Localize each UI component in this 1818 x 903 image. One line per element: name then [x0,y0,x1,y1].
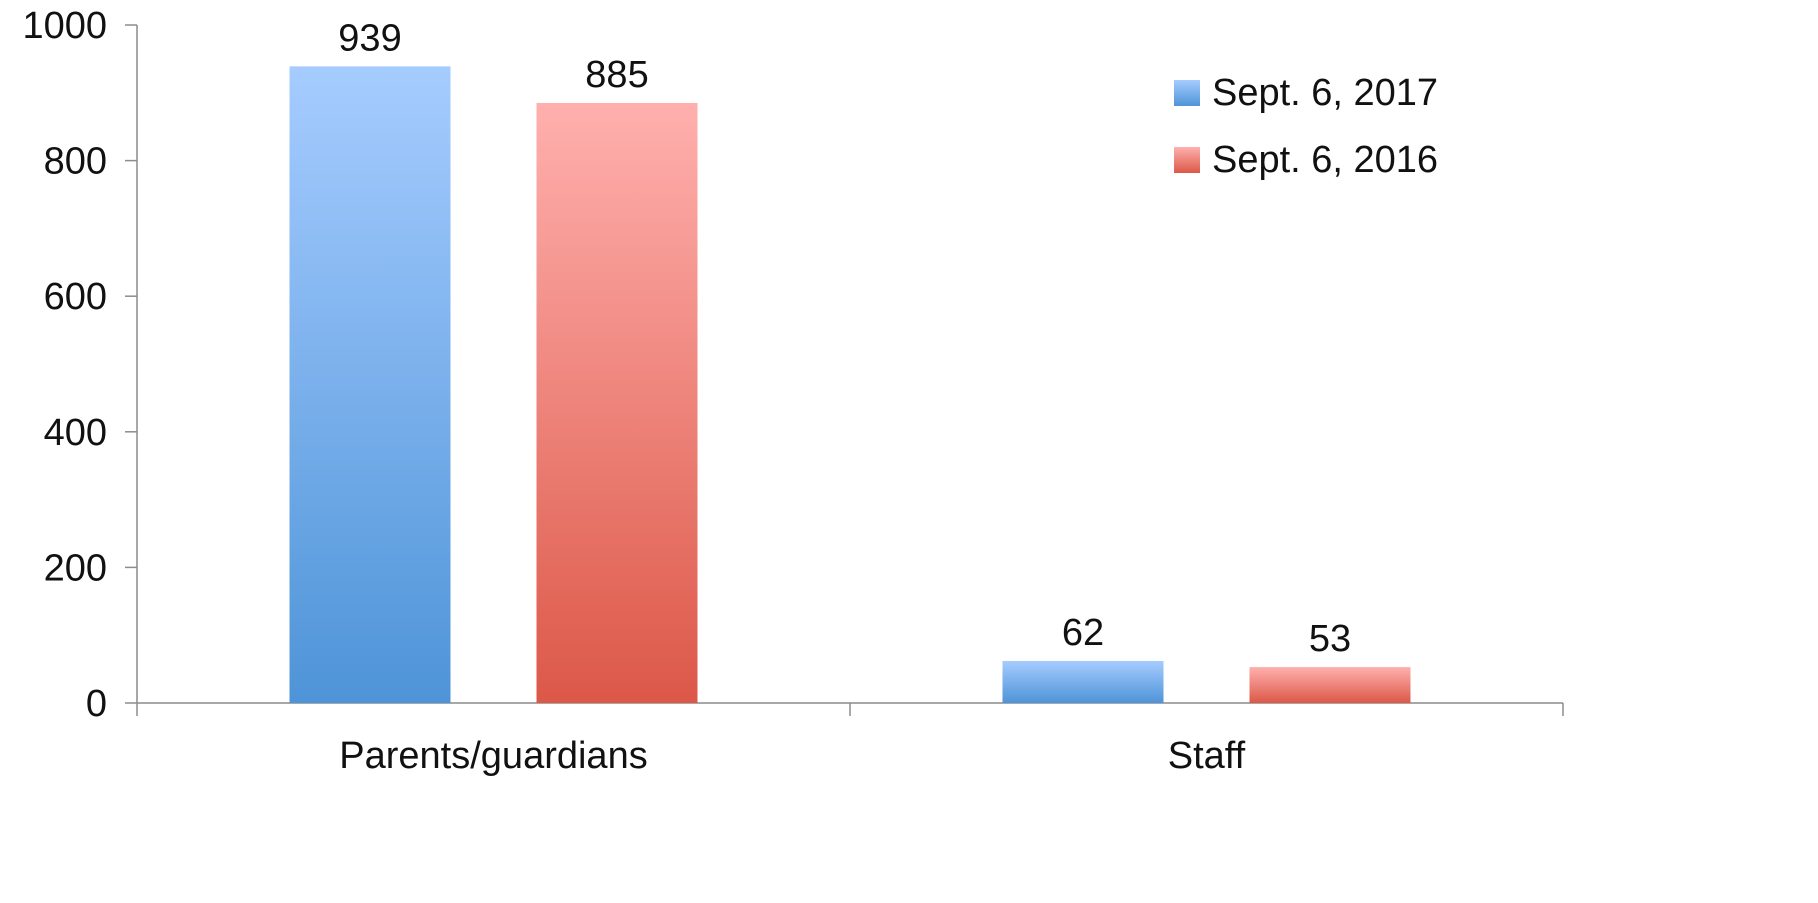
data-label-parents-guardians-sept-6-2017: 939 [338,17,401,59]
x-tick-label-parents-guardians: Parents/guardians [339,735,647,777]
y-tick-label: 1000 [22,5,107,47]
data-label-parents-guardians-sept-6-2016: 885 [585,54,648,96]
bar-parents-guardians-sept-6-2017 [289,66,451,703]
data-labels: 939 885 62 53 [338,17,1351,660]
y-axis: 0 200 400 600 800 1000 [22,5,138,725]
legend-label-sept-6-2017: Sept. 6, 2017 [1212,72,1438,114]
y-tick-label: 0 [86,683,107,725]
bar-staff-sept-6-2016 [1249,667,1411,703]
bars [289,66,1411,704]
data-label-staff-sept-6-2017: 62 [1062,612,1104,654]
legend-label-sept-6-2016: Sept. 6, 2016 [1212,139,1438,181]
bar-staff-sept-6-2017 [1002,660,1164,703]
data-label-staff-sept-6-2016: 53 [1309,618,1351,660]
x-axis: Parents/guardians Staff [136,702,1564,777]
legend-swatch-sept-6-2017 [1174,80,1200,106]
legend: Sept. 6, 2017 Sept. 6, 2016 [1174,72,1438,181]
y-tick-label: 600 [44,276,107,318]
legend-swatch-sept-6-2016 [1174,147,1200,173]
y-tick-label: 400 [44,412,107,454]
bar-parents-guardians-sept-6-2016 [536,102,698,704]
x-tick-label-staff: Staff [1168,735,1246,777]
y-tick-label: 200 [44,547,107,589]
y-tick-label: 800 [44,141,107,183]
